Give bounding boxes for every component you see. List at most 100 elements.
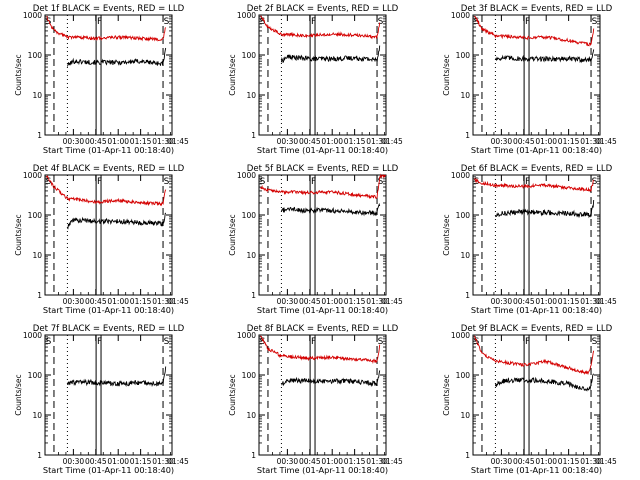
x-tick-label: 00:45 [513,297,535,306]
y-axis-label: Counts/sec [228,54,237,95]
lld-line [46,15,167,42]
y-tick-label: 10 [246,251,256,260]
x-tick-label: 01:30 [580,137,602,146]
marker-label-s: S [260,17,266,27]
y-tick-label: 1000 [237,331,256,340]
x-tick-label: 01:15 [344,457,366,466]
marker-label-s: S [260,337,266,347]
marker-label-s: S [46,177,52,187]
panel-title: Det 8f BLACK = Events, RED = LLD [247,324,399,334]
y-tick-label: 10 [32,411,42,420]
x-tick-label: 01:45 [167,137,189,146]
x-axis-label: Start Time (01-Apr-11 00:18:40) [257,465,388,475]
marker-label-s: S [46,337,52,347]
x-tick-label: 01:45 [167,297,189,306]
y-tick-label: 100 [456,51,471,60]
x-tick-label: 01:15 [558,457,580,466]
x-tick-label: 01:15 [130,137,152,146]
y-tick-label: 10 [460,91,470,100]
panel-title: Det 3f BLACK = Events, RED = LLD [461,4,613,14]
marker-label-s: S [46,17,52,27]
panel-det-3: Det 3f BLACK = Events, RED = LLD 1 10 100 10… [442,4,617,155]
marker-label-s: S [474,177,480,187]
x-tick-label: 01:00 [107,297,129,306]
y-tick-label: 1000 [451,171,470,180]
lld-line [260,335,381,364]
events-line [66,47,167,67]
x-tick-label: 01:45 [595,297,617,306]
marker-label-f: F [97,177,102,187]
x-tick-label: 01:30 [366,457,388,466]
y-tick-label: 1 [37,451,42,460]
lld-line [46,175,167,207]
y-tick-label: 1 [465,451,470,460]
y-tick-label: 100 [456,371,471,380]
x-tick-label: 01:00 [107,457,129,466]
x-tick-label: 00:45 [513,137,535,146]
marker-label-s: S [260,177,266,187]
x-tick-label: 01:30 [580,457,602,466]
x-tick-label: 01:15 [558,297,580,306]
y-tick-label: 10 [32,251,42,260]
x-tick-label: 00:45 [299,137,321,146]
y-tick-label: 10 [32,91,42,100]
plot-frame [44,334,173,456]
x-tick-label: 01:45 [595,137,617,146]
marker-label-f: F [311,17,316,27]
panel-title: Det 7f BLACK = Events, RED = LLD [33,324,185,334]
marker-label-f: F [311,177,316,187]
x-tick-label: 00:45 [85,137,107,146]
y-axis-label: Counts/sec [442,374,451,415]
panel-det-9: Det 9f BLACK = Events, RED = LLD 1 10 100 10… [442,324,617,475]
x-axis-label: Start Time (01-Apr-11 00:18:40) [471,465,602,475]
x-tick-label: 01:45 [381,137,403,146]
x-tick-label: 01:30 [366,137,388,146]
y-tick-label: 100 [242,211,257,220]
x-tick-label: 01:15 [130,297,152,306]
y-tick-label: 1000 [451,11,470,20]
marker-label-s: S [378,177,384,187]
lld-line [260,173,387,200]
y-tick-label: 1000 [451,331,470,340]
y-tick-label: 1000 [23,331,42,340]
events-line [280,45,381,64]
panel-title: Det 4f BLACK = Events, RED = LLD [33,164,185,174]
y-tick-label: 10 [246,91,256,100]
y-tick-label: 100 [28,51,43,60]
y-tick-label: 10 [246,411,256,420]
marker-label-s: S [378,17,384,27]
panel-det-4: Det 4f BLACK = Events, RED = LLD 1 10 100 10… [14,164,189,315]
events-line [281,370,381,388]
y-tick-label: 1 [37,131,42,140]
x-tick-label: 00:45 [513,457,535,466]
x-tick-label: 01:15 [130,457,152,466]
x-axis-label: Start Time (01-Apr-11 00:18:40) [43,305,174,315]
panel-title: Det 6f BLACK = Events, RED = LLD [461,164,613,174]
y-tick-label: 1000 [23,11,42,20]
events-line [66,366,167,388]
events-line [494,49,595,64]
x-axis-label: Start Time (01-Apr-11 00:18:40) [257,305,388,315]
panel-det-1: Det 1f BLACK = Events, RED = LLD 1 10 100 10… [14,4,189,155]
x-tick-label: 00:30 [491,457,513,466]
lld-line [474,177,595,193]
panel-det-5: Det 5f BLACK = Events, RED = LLD 1 10 100 10… [228,164,403,315]
y-tick-label: 1 [251,291,256,300]
x-tick-label: 00:30 [491,297,513,306]
marker-label-f: F [311,337,316,347]
y-tick-label: 100 [242,371,257,380]
marker-label-f: F [525,17,530,27]
x-tick-label: 01:30 [152,297,174,306]
x-tick-label: 01:45 [381,457,403,466]
x-tick-label: 01:30 [580,297,602,306]
x-tick-label: 01:00 [321,297,343,306]
marker-label-s: S [592,177,598,187]
events-line [494,373,595,392]
marker-label-s: S [592,17,598,27]
x-tick-label: 01:00 [535,457,557,466]
y-tick-label: 100 [242,51,257,60]
y-tick-label: 100 [28,371,43,380]
y-tick-label: 1 [465,131,470,140]
marker-label-s: S [378,337,384,347]
y-tick-label: 1 [251,451,256,460]
